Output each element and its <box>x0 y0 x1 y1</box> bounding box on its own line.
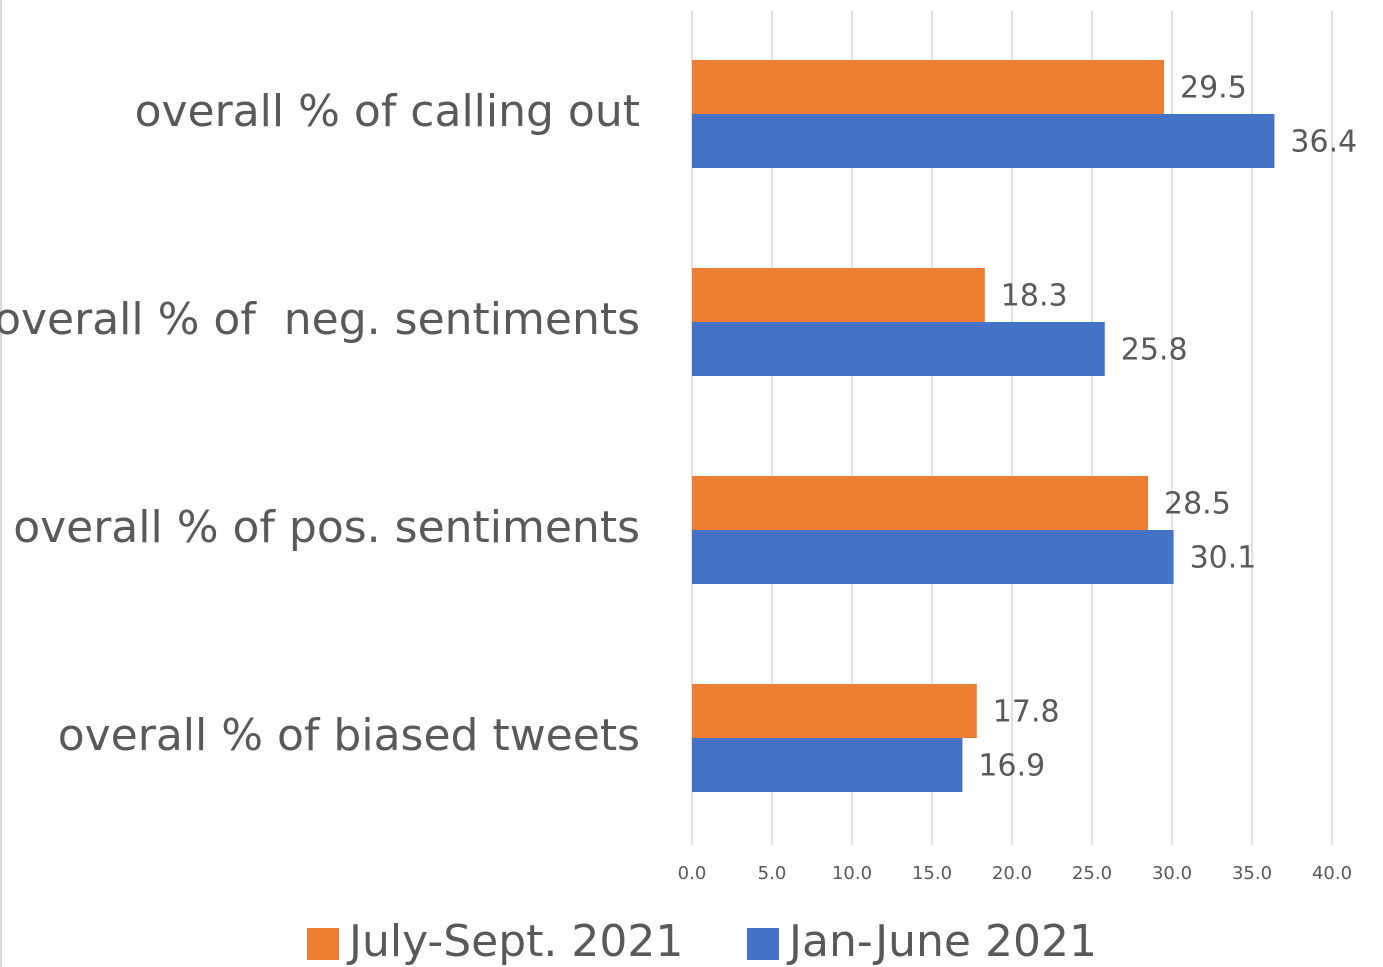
x-tick-label: 15.0 <box>912 863 952 884</box>
y-tick-label: overall % of calling out <box>135 86 640 137</box>
x-tick-label: 25.0 <box>1072 863 1112 884</box>
y-tick-label: overall % of neg. sentiments <box>0 294 640 345</box>
bar <box>692 530 1174 584</box>
bar <box>692 684 977 738</box>
x-tick-label: 20.0 <box>992 863 1032 884</box>
data-label: 16.9 <box>978 749 1045 784</box>
data-label: 29.5 <box>1180 71 1247 106</box>
data-label: 18.3 <box>1001 279 1068 314</box>
data-label: 25.8 <box>1121 333 1188 368</box>
data-label: 30.1 <box>1190 541 1257 576</box>
data-label: 36.4 <box>1290 125 1357 160</box>
bar <box>692 322 1105 376</box>
x-tick-label: 40.0 <box>1312 863 1352 884</box>
x-tick-label: 30.0 <box>1152 863 1192 884</box>
x-tick-label: 5.0 <box>758 863 787 884</box>
bar <box>692 114 1275 168</box>
x-tick-label: 0.0 <box>678 863 707 884</box>
bar <box>692 60 1164 114</box>
x-tick-label: 10.0 <box>832 863 872 884</box>
bar <box>692 738 963 792</box>
data-label: 17.8 <box>993 695 1060 730</box>
bar <box>692 476 1148 530</box>
y-tick-label: overall % of pos. sentiments <box>13 502 640 553</box>
legend-label: Jan-June 2021 <box>786 916 1097 967</box>
data-label: 28.5 <box>1164 487 1231 522</box>
bar <box>692 268 985 322</box>
x-tick-label: 35.0 <box>1232 863 1272 884</box>
y-tick-label: overall % of biased tweets <box>58 710 640 761</box>
legend-swatch <box>747 928 779 960</box>
legend-swatch <box>307 928 339 960</box>
legend-label: July-Sept. 2021 <box>346 916 683 967</box>
